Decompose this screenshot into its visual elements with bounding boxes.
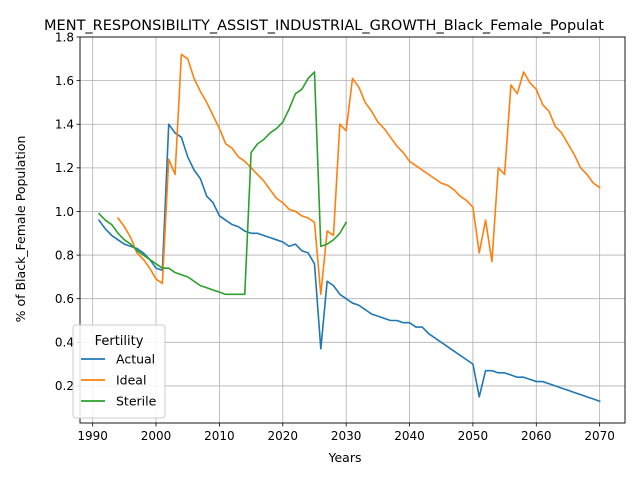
legend: Fertility Actual Ideal Sterile (72, 324, 166, 419)
x-tick-label: 2040 (394, 429, 425, 443)
axis-ticks: 1990 2000 2010 2020 2030 2040 2050 2060 2070 0.2 0… (55, 30, 615, 443)
chart-title: MENT_RESPONSIBILITY_ASSIST_INDUSTRIAL_GR… (44, 18, 604, 34)
y-tick-label: 1.2 (55, 161, 74, 175)
legend-label-sterile: Sterile (116, 394, 157, 409)
y-axis-label: % of Black_Female Population (13, 136, 28, 323)
y-tick-label: 1.0 (55, 205, 74, 219)
x-tick-label: 2020 (268, 429, 299, 443)
x-axis-label: Years (328, 450, 362, 465)
series-line-ideal (116, 53, 601, 296)
series-line-actual (97, 123, 601, 403)
x-tick-label: 2050 (458, 429, 489, 443)
legend-label-ideal: Ideal (116, 373, 146, 388)
x-tick-label: 2010 (204, 429, 235, 443)
plot-area-frame (79, 36, 626, 424)
y-tick-label: 0.8 (55, 248, 74, 262)
y-tick-label: 1.4 (55, 118, 74, 132)
x-tick-label: 2030 (331, 429, 362, 443)
x-tick-label: 2070 (584, 429, 615, 443)
x-tick-label: 2060 (521, 429, 552, 443)
x-tick-label: 1990 (77, 429, 108, 443)
y-tick-label: 1.8 (55, 30, 74, 44)
y-tick-label: 0.2 (55, 379, 74, 393)
series-line-sterile (97, 71, 348, 296)
legend-box (72, 324, 166, 419)
y-tick-label: 0.4 (55, 336, 74, 350)
series-lines (97, 53, 601, 403)
y-tick-label: 1.6 (55, 74, 74, 88)
x-tick-label: 2000 (141, 429, 172, 443)
legend-label-actual: Actual (116, 352, 155, 367)
legend-title: Fertility (95, 334, 144, 349)
y-tick-label: 0.6 (55, 292, 74, 306)
